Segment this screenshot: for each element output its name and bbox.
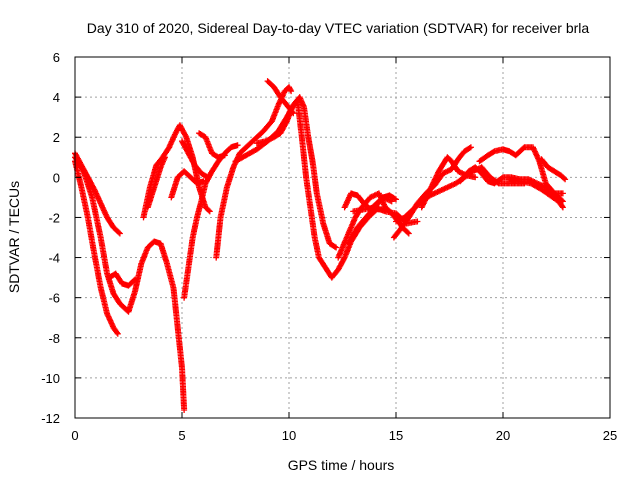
series-arc23 [476,144,566,205]
y-tick-label: 2 [53,130,60,145]
series-arc8 [179,138,211,181]
data-point-trail [168,168,207,201]
y-tick-label: -10 [41,371,60,386]
series-arc19 [390,144,474,241]
data-point-trail [476,144,566,205]
data-point-trail [253,98,412,281]
x-tick-label: 10 [282,428,296,443]
chart-title: Day 310 of 2020, Sidereal Day-to-day VTE… [87,20,590,36]
x-tick-label: 5 [178,428,185,443]
series-arc7 [168,168,207,201]
series-arc21 [418,154,479,211]
data-point-trail [418,154,479,211]
y-tick-label: -4 [48,251,60,266]
data-point-trail [232,94,340,251]
y-tick-label: -2 [48,210,60,225]
x-tick-label: 25 [603,428,617,443]
series-arc14 [264,78,297,117]
series-arc24 [506,176,566,211]
y-tick-label: -12 [41,411,60,426]
y-tick-label: -6 [48,291,60,306]
series-arc12 [232,94,340,251]
data-point-trail [196,130,228,161]
series-arc11 [213,84,295,261]
y-tick-label: 4 [53,90,60,105]
series-arc4 [106,270,138,289]
x-axis-label: GPS time / hours [288,457,395,473]
series-arc2 [72,158,121,337]
data-point-trail [179,138,211,181]
data-point-trail [390,144,474,241]
x-tick-label: 0 [71,428,78,443]
data-point-trail [506,176,566,211]
y-axis-label: SDTVAR / TECUs [6,181,22,293]
series-arc25 [538,156,569,183]
series-arc13 [253,98,412,281]
series-arc10 [196,130,228,161]
data-point-trail [538,156,569,183]
x-tick-label: 20 [496,428,510,443]
y-tick-label: 6 [53,50,60,65]
data-point-trail [72,158,121,337]
data-marks [72,78,569,413]
y-tick-label: -8 [48,331,60,346]
data-point-trail [106,270,138,289]
data-point-trail [144,154,168,211]
y-tick-label: 0 [53,170,60,185]
series-arc6 [144,154,168,211]
plot-frame [74,56,611,419]
axis-ticks: 0 5 10 15 20 25 -12 -10 -8 -6 -4 -2 0 2 4 6 [41,50,617,443]
data-point-trail [264,78,297,117]
grid-lines [75,57,610,418]
data-point-trail [213,84,295,261]
x-tick-label: 15 [389,428,403,443]
